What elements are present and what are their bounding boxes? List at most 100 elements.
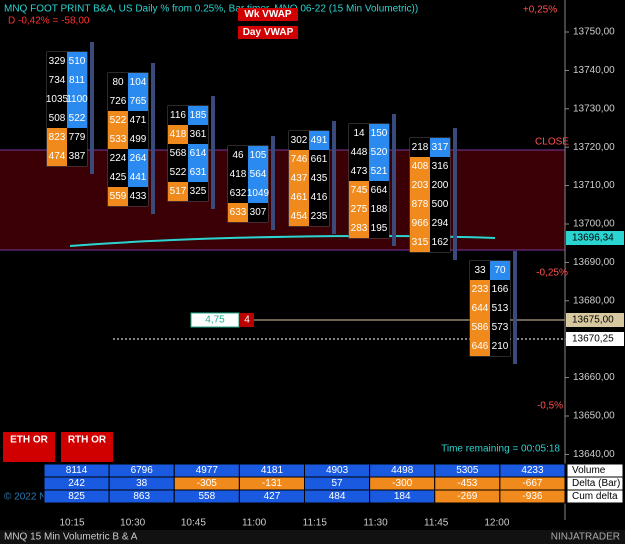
delta-text: D -0,42% = -58,00: [8, 16, 90, 27]
bid-value: 33: [474, 265, 486, 276]
ask-value: 185: [190, 110, 207, 121]
bid-cell: [289, 150, 309, 169]
bid-cell: [108, 92, 128, 111]
bid-value: 408: [412, 161, 429, 172]
level-minus: -0,25%: [536, 268, 568, 279]
bid-cell: [168, 182, 188, 201]
ask-cell: [430, 138, 450, 157]
button[interactable]: [3, 432, 55, 462]
bid-cell: [47, 147, 67, 166]
bid-cell: [410, 176, 430, 195]
bid-value: 116: [170, 110, 186, 121]
bar-wick: [332, 121, 336, 234]
bid-cell: [228, 184, 248, 203]
ask-value: 765: [130, 96, 147, 107]
summary-label: Volume: [572, 465, 606, 476]
ask-value: 522: [69, 113, 86, 124]
ask-value: 664: [371, 185, 388, 196]
summary-value: 4181: [261, 465, 284, 476]
bid-value: 966: [412, 218, 429, 229]
ask-cell: [490, 318, 510, 337]
bid-value: 224: [110, 153, 127, 164]
time-label: 11:00: [242, 518, 267, 529]
bid-cell: [228, 146, 248, 165]
price-label: 13690,00: [573, 257, 615, 268]
price-label: 13700,00: [573, 219, 615, 230]
price-tag: [566, 332, 624, 346]
ask-cell: [128, 168, 148, 187]
bid-value: 302: [291, 135, 308, 146]
ask-cell: [67, 52, 87, 71]
bid-value: 646: [472, 341, 489, 352]
bid-value: 437: [291, 173, 308, 184]
ask-value: 162: [432, 237, 449, 248]
bid-value: 46: [232, 150, 244, 161]
bid-cell: [470, 318, 490, 337]
title: MNQ FOOT PRINT B&A, US Daily % from 0.25…: [4, 4, 418, 15]
bid-cell: [410, 214, 430, 233]
ask-value: 521: [371, 166, 388, 177]
bid-value: 726: [110, 96, 127, 107]
bid-value: 823: [49, 132, 66, 143]
bid-value: 568: [170, 148, 187, 159]
bid-cell: [289, 207, 309, 226]
bid-cell: [410, 195, 430, 214]
bid-value: 14: [353, 128, 365, 139]
bid-cell: [108, 73, 128, 92]
price-label: 13660,00: [573, 372, 615, 383]
price-label: 13710,00: [573, 180, 615, 191]
bid-cell: [349, 219, 369, 238]
order-distance-box[interactable]: [190, 312, 240, 328]
button[interactable]: [238, 8, 298, 21]
summary-value: 4977: [196, 465, 219, 476]
ask-value: 500: [432, 199, 449, 210]
bid-value: 425: [110, 172, 127, 183]
order-qty: 4: [244, 315, 250, 326]
summary-value: 4498: [391, 465, 414, 476]
ask-value: 416: [311, 192, 328, 203]
bid-cell: [168, 144, 188, 163]
ask-cell: [369, 200, 389, 219]
bid-value: 418: [170, 129, 187, 140]
bid-value: 517: [170, 186, 187, 197]
bid-value: 474: [49, 151, 66, 162]
ask-cell: [188, 144, 208, 163]
bid-value: 633: [230, 207, 247, 218]
bid-cell: [410, 233, 430, 252]
bar-wick: [151, 63, 155, 214]
button[interactable]: [238, 26, 298, 39]
button[interactable]: [61, 432, 113, 462]
ask-value: 471: [130, 115, 147, 126]
price-tag-label: 13696,34: [572, 233, 614, 244]
summary-value: -453: [457, 478, 477, 489]
summary-label: Cum delta: [572, 491, 618, 502]
ask-cell: [309, 131, 329, 150]
bid-cell: [108, 111, 128, 130]
bid-cell: [47, 52, 67, 71]
ask-value: 105: [250, 150, 267, 161]
ask-cell: [490, 280, 510, 299]
time-label: 11:45: [424, 518, 449, 529]
price-label: 13750,00: [573, 27, 615, 38]
summary-value: 4903: [326, 465, 349, 476]
bid-cell: [108, 168, 128, 187]
bid-value: 218: [412, 142, 429, 153]
ask-value: 1100: [66, 94, 88, 105]
ask-cell: [369, 162, 389, 181]
ask-cell: [128, 92, 148, 111]
time-label: 11:15: [303, 518, 328, 529]
button-label: RTH OR: [68, 435, 107, 446]
summary-value: -305: [197, 478, 217, 489]
ask-value: 433: [130, 191, 147, 202]
ask-cell: [369, 124, 389, 143]
summary-value: -936: [522, 491, 542, 502]
bid-cell: [47, 90, 67, 109]
bid-value: 644: [472, 303, 489, 314]
summary-value: 427: [264, 491, 281, 502]
bid-value: 418: [230, 169, 247, 180]
ask-value: 361: [190, 129, 207, 140]
bid-value: 448: [351, 147, 368, 158]
ask-value: 499: [130, 134, 147, 145]
order-qty-box[interactable]: [240, 313, 254, 327]
bid-cell: [289, 131, 309, 150]
